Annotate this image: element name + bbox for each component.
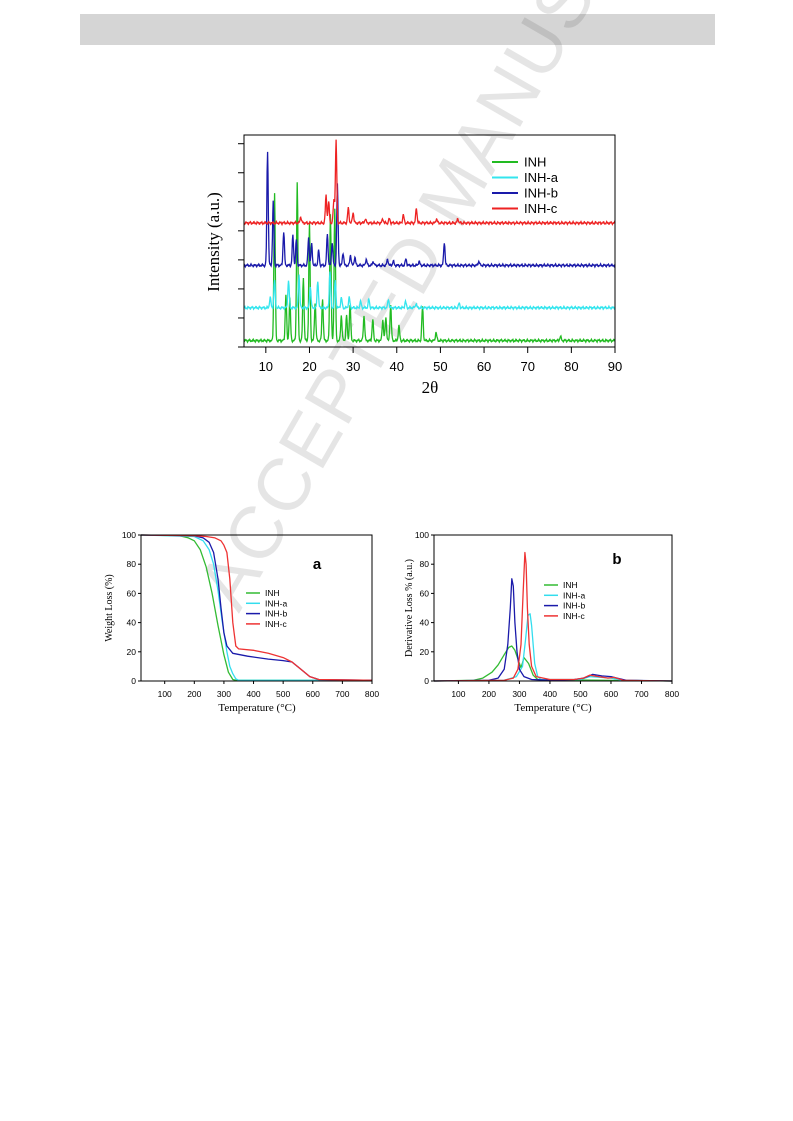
dtg-x-tick-label: 200: [482, 689, 496, 699]
dtg-frame: [433, 534, 673, 682]
xrd-series-group: [243, 139, 616, 344]
dtg-y-tick-label: 40: [420, 618, 430, 628]
tga-y-tick-label: 20: [127, 647, 137, 657]
dtg-series-line-inh-a: [433, 613, 673, 682]
tga-series-line-inh-c: [140, 534, 373, 681]
xrd-x-tick-label: 10: [259, 359, 273, 374]
tga-panel-label: a: [313, 556, 322, 573]
xrd-x-tick-label: 50: [433, 359, 447, 374]
xrd-legend-label-inh: INH: [524, 155, 546, 170]
dtg-y-tick-label: 0: [424, 676, 429, 686]
xrd-x-tick-label: 90: [608, 359, 622, 374]
xrd-legend-label-inh-a: INH-a: [524, 170, 559, 185]
tga-legend-label-inh-a: INH-a: [265, 598, 287, 608]
tga-x-tick-label: 600: [306, 689, 320, 699]
xrd-x-tick-label: 60: [477, 359, 491, 374]
dtg-series-line-inh-c: [433, 551, 673, 682]
tga-x-tick-label: 500: [276, 689, 290, 699]
dtg-panel-label: b: [612, 551, 621, 568]
dtg-y-tick-label: 20: [420, 647, 430, 657]
tga-y-tick-label: 60: [127, 588, 137, 598]
dtg-x-tick-label: 800: [665, 689, 679, 699]
dtg-x-tick-label: 500: [573, 689, 587, 699]
dtg-x-tick-label: 400: [543, 689, 557, 699]
tga-series-group: [140, 534, 373, 681]
dtg-x-tick-label: 100: [451, 689, 465, 699]
tga-x-tick-label: 800: [365, 689, 379, 699]
xrd-chart: 10 20 30 40 50 60 70 80 90 2θ Intensity (a.u.) I…: [204, 134, 622, 397]
dtg-axes: 100 200 300 400 500 600 700 800 0 20 40 60 80 100: [415, 530, 680, 699]
dtg-series-line-inh-b: [433, 578, 673, 682]
dtg-x-tick-label: 300: [512, 689, 526, 699]
dtg-x-tick-label: 700: [634, 689, 648, 699]
tga-legend-label-inh: INH: [265, 588, 280, 598]
tga-legend-label-inh-c: INH-c: [265, 619, 287, 629]
xrd-x-tick-label: 20: [302, 359, 316, 374]
tga-y-tick-label: 0: [131, 676, 136, 686]
xrd-x-tick-label: 80: [564, 359, 578, 374]
dtg-y-tick-label: 80: [420, 559, 430, 569]
dtg-x-tick-label: 600: [604, 689, 618, 699]
tga-legend-label-inh-b: INH-b: [265, 609, 287, 619]
dtg-series-group: [433, 551, 673, 682]
tga-x-tick-label: 400: [246, 689, 260, 699]
tga-x-tick-label: 700: [335, 689, 349, 699]
dtg-legend-label-inh-a: INH-a: [563, 590, 585, 600]
tga-y-tick-label: 100: [122, 530, 136, 540]
tga-xlabel: Temperature (°C): [218, 702, 296, 714]
tga-axes: 100 200 300 400 500 600 700 800 0 20 40 60 80 100: [122, 530, 380, 699]
xrd-x-tick-label: 40: [390, 359, 404, 374]
dtg-y-tick-label: 60: [420, 588, 430, 598]
xrd-series-line-inh-a: [243, 271, 616, 311]
xrd-series-line-inh-c: [243, 139, 616, 227]
dtg-xlabel: Temperature (°C): [514, 702, 592, 714]
header-bar: [80, 14, 715, 45]
tga-x-tick-label: 300: [217, 689, 231, 699]
tga-series-line-inh: [140, 534, 372, 681]
tga-x-tick-label: 100: [158, 689, 172, 699]
tga-x-tick-label: 200: [187, 689, 201, 699]
xrd-ylabel: Intensity (a.u.): [204, 192, 223, 292]
dtg-series-line-inh: [433, 645, 673, 682]
xrd-xlabel: 2θ: [422, 378, 439, 397]
xrd-series-line-inh-b: [243, 151, 616, 269]
xrd-axes: 10 20 30 40 50 60 70 80 90: [238, 143, 622, 374]
xrd-x-tick-label: 70: [520, 359, 534, 374]
tga-frame: [140, 534, 373, 682]
dtg-ylabel: Derivative Loss % (a.u.): [404, 559, 415, 657]
tga-y-tick-label: 80: [127, 559, 137, 569]
dtg-y-tick-label: 100: [415, 530, 429, 540]
xrd-legend-label-inh-b: INH-b: [524, 186, 558, 201]
xrd-x-tick-label: 30: [346, 359, 360, 374]
xrd-legend-label-inh-c: INH-c: [524, 201, 558, 216]
dtg-legend-label-inh-b: INH-b: [563, 601, 585, 611]
tga-y-tick-label: 40: [127, 618, 137, 628]
xrd-series-line-inh: [243, 182, 616, 344]
tga-ylabel: Weight Loss (%): [104, 574, 115, 642]
xrd-frame: [243, 134, 616, 348]
dtg-legend-label-inh-c: INH-c: [563, 611, 585, 621]
dtg-legend-label-inh: INH: [563, 580, 578, 590]
